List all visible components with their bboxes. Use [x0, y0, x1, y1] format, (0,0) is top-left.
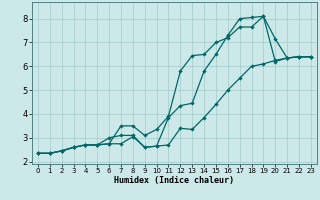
X-axis label: Humidex (Indice chaleur): Humidex (Indice chaleur) [115, 176, 234, 185]
